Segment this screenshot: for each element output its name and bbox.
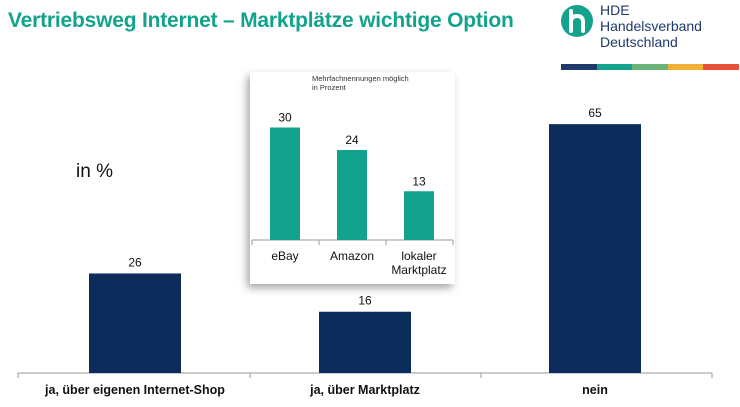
x-tick-label: ja, über Marktplatz <box>309 383 420 397</box>
bar <box>319 311 411 373</box>
logo-line-handelsverband: Handelsverband <box>600 18 702 34</box>
data-label: 16 <box>358 294 372 308</box>
data-label: 65 <box>588 106 602 120</box>
logo-color-stripes <box>561 64 739 70</box>
data-label: 26 <box>128 255 142 269</box>
logo-stripe <box>561 64 597 70</box>
inset-x-tick-label: lokaler <box>401 249 436 263</box>
page-title: Vertriebsweg Internet – Marktplätze wich… <box>8 9 514 32</box>
logo-stripe <box>667 64 704 70</box>
inset-note-line-1: Mehrfachnennungen möglich <box>312 74 409 83</box>
logo-stripe <box>596 64 633 70</box>
logo-line-deutschland: Deutschland <box>600 34 678 50</box>
inset-x-tick-label: Marktplatz <box>391 263 446 277</box>
x-tick-label: ja, über eigenen Internet-Shop <box>44 383 225 397</box>
inset-data-label: 24 <box>345 133 359 147</box>
inset-bar <box>404 191 434 240</box>
logo-line-hde: HDE <box>600 2 630 18</box>
inset-note-line-2: in Prozent <box>312 83 346 92</box>
inset-chart-box: Mehrfachnennungen möglich in Prozent 30 e… <box>250 72 455 284</box>
logo-stripe <box>632 64 668 70</box>
bar <box>549 124 641 374</box>
inset-bar <box>270 127 300 240</box>
hde-logo-text: HDE Handelsverband Deutschland <box>600 2 702 50</box>
inset-x-tick-label: Amazon <box>330 249 374 263</box>
logo-stripe <box>703 64 739 70</box>
unit-label: in % <box>76 161 113 182</box>
inset-data-label: 13 <box>412 174 426 188</box>
inset-note: Mehrfachnennungen möglich in Prozent <box>312 74 409 92</box>
hde-logo-icon <box>561 5 593 37</box>
bar <box>89 273 181 373</box>
x-tick-label: nein <box>582 383 608 397</box>
inset-data-label: 30 <box>278 111 292 125</box>
inset-bar <box>337 150 367 240</box>
inset-x-tick-label: eBay <box>271 249 298 263</box>
